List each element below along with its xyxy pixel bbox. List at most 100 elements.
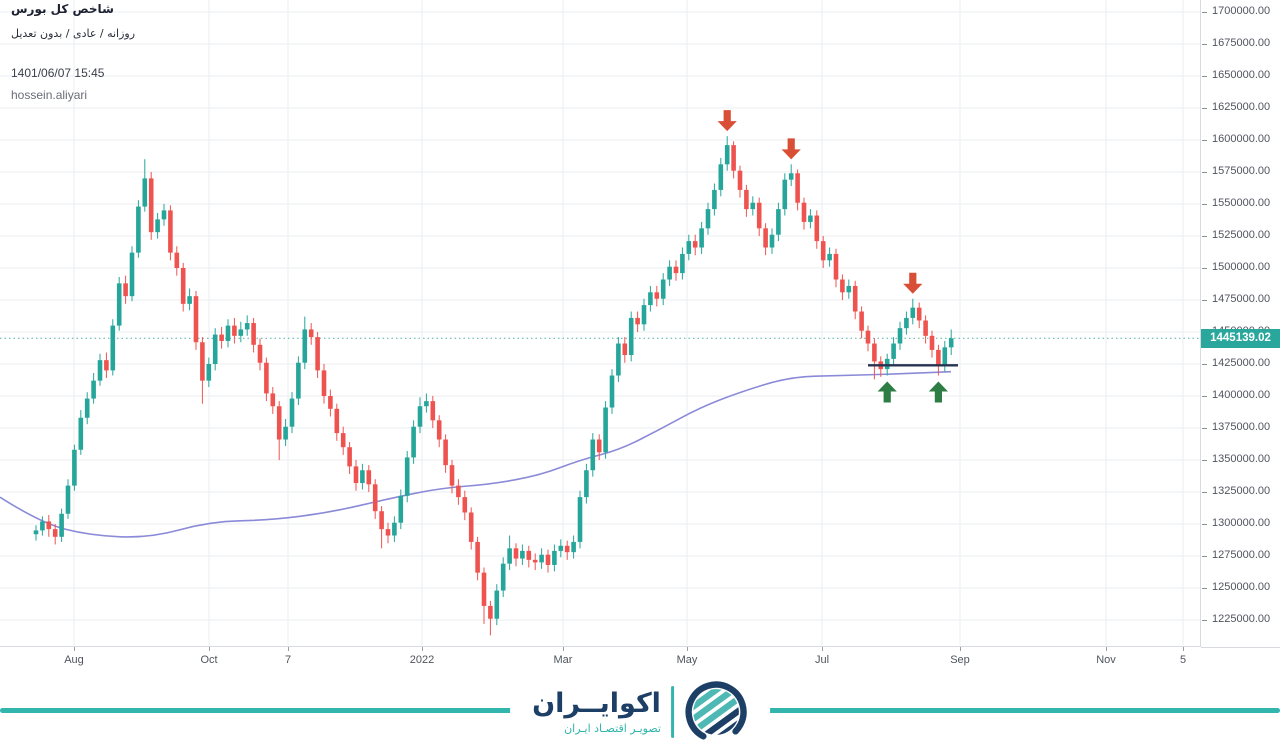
candle-body [494, 590, 500, 619]
candlestick-chart[interactable] [0, 0, 1200, 646]
x-tick-mark [288, 647, 289, 651]
candle-body [910, 307, 916, 318]
candle-body [827, 253, 832, 261]
candle-body [628, 317, 634, 356]
candle-body [673, 266, 679, 274]
candle-body [513, 548, 519, 559]
y-tick-mark [1202, 587, 1207, 589]
candle-body [744, 189, 749, 210]
candle-body [475, 541, 480, 573]
candle-body [897, 328, 903, 344]
candle-body [148, 178, 154, 233]
candle-body [449, 465, 455, 486]
candle-body [801, 202, 807, 222]
y-tick-mark [1202, 395, 1207, 397]
ecoiran-logo: اکوایــران تصویـر اقتصـاد ایـران [510, 676, 770, 747]
candle-body [596, 439, 602, 453]
candle-body [296, 362, 301, 399]
candle-body [782, 179, 788, 210]
y-tick-mark [1202, 11, 1207, 13]
candle-body [584, 470, 589, 498]
y-tick-mark [1202, 299, 1207, 301]
candle-body [315, 337, 320, 371]
candle-body [795, 173, 800, 203]
candle-body [488, 605, 493, 619]
x-tick-label: 7 [284, 654, 292, 666]
candle-body [52, 529, 58, 537]
candle-body [763, 228, 768, 248]
candle-body [84, 398, 90, 418]
candle-body [104, 360, 109, 371]
y-tick-label: 1650000.00 [1212, 69, 1271, 81]
candle-body [174, 252, 180, 268]
candle-body [142, 178, 148, 207]
candle-body [116, 283, 122, 326]
arrow-up-marker[interactable] [877, 381, 897, 403]
candle-body [91, 380, 96, 399]
candle-body [46, 521, 52, 530]
candle-body [577, 497, 583, 542]
y-tick-label: 1500000.00 [1212, 261, 1271, 273]
arrow-up-marker[interactable] [928, 381, 948, 403]
candle-body [353, 466, 359, 484]
y-tick-mark [1202, 139, 1207, 141]
candle-body [788, 173, 794, 180]
candle-body [372, 484, 378, 512]
y-tick-mark [1202, 555, 1207, 557]
candle-body [942, 347, 948, 366]
price-chart-pane[interactable]: شاخص کل بورس روزانه / عادی / بدون تعدیل … [0, 0, 1201, 647]
price-axis[interactable]: 1445139.02 1700000.00 1675000.00 1650000.0… [1201, 0, 1280, 646]
candle-body [635, 317, 640, 325]
candle-body [392, 522, 397, 536]
candle-body [660, 279, 666, 299]
candle-body [814, 215, 820, 242]
candle-body [616, 343, 621, 376]
candle-body [724, 145, 730, 165]
x-tick-mark [1183, 647, 1184, 651]
candle-body [59, 513, 64, 537]
candle-body [923, 320, 928, 336]
candle-body [712, 189, 717, 210]
candle-body [705, 209, 711, 229]
candle-body [820, 241, 826, 261]
candle-body [33, 530, 39, 535]
candle-body [692, 241, 698, 248]
time-axis[interactable]: Aug Oct 7 2022 Mar May Jul Sep Nov 5 [0, 647, 1200, 676]
y-tick-mark [1202, 491, 1207, 493]
candle-body [520, 550, 525, 559]
moving-average-line[interactable] [0, 370, 952, 538]
y-tick-label: 1575000.00 [1212, 165, 1271, 177]
candle-body [481, 572, 487, 606]
candle-body [321, 370, 327, 396]
candle-body [641, 305, 647, 325]
candle-body [564, 545, 570, 553]
y-tick-mark [1202, 43, 1207, 45]
x-tick-label: Nov [1096, 654, 1116, 666]
y-tick-mark [1202, 235, 1207, 237]
candle-body [385, 529, 391, 536]
candle-body [417, 406, 423, 427]
candle-body [539, 554, 544, 563]
arrow-down-marker[interactable] [781, 138, 801, 160]
candle-body [65, 485, 71, 514]
candle-body [443, 439, 448, 466]
candle-body [436, 420, 442, 440]
candle-body [366, 470, 372, 485]
y-tick-mark [1202, 203, 1207, 205]
candle-body [769, 234, 775, 248]
y-tick-label: 1300000.00 [1212, 517, 1271, 529]
y-tick-label: 1350000.00 [1212, 453, 1271, 465]
candle-body [462, 497, 468, 513]
brand-name: اکوایــران [532, 687, 661, 719]
y-tick-label: 1675000.00 [1212, 37, 1271, 49]
arrow-down-marker[interactable] [717, 110, 737, 132]
y-tick-mark [1202, 267, 1207, 269]
candle-body [78, 417, 84, 450]
candle-body [225, 325, 231, 341]
candle-body [680, 253, 685, 274]
candle-body [168, 210, 173, 253]
y-tick-label: 1400000.00 [1212, 389, 1271, 401]
arrow-down-marker[interactable] [903, 272, 923, 294]
candle-body [756, 202, 762, 229]
candle-body [648, 292, 653, 306]
